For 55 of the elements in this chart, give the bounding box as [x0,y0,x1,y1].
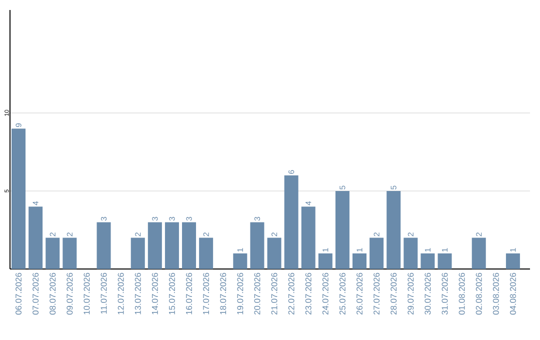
bar [46,238,60,269]
bar [472,238,486,269]
bar [62,238,77,269]
x-tick-label: 25.07.2026 [339,272,346,314]
bar [386,190,401,269]
x-tick-label: 27.07.2026 [374,272,380,314]
x-tick-label: 26.07.2026 [356,272,363,314]
bar [370,238,384,269]
x-tick-label: 31.07.2026 [442,272,448,315]
bar [438,253,452,269]
bar [233,253,248,269]
x-tick-label: 17.07.2026 [203,272,210,314]
x-tick-label: 03.08.2026 [492,272,499,315]
bar [404,238,418,269]
bar [28,206,43,269]
bar [318,253,332,269]
x-tick-label: 07.07.2026 [32,272,39,315]
x-tick-label: 06.07.2026 [16,272,22,315]
x-tick-label: 22.07.2026 [288,272,294,314]
bar [506,253,520,269]
x-tick-label: 12.07.2026 [118,272,124,314]
bar [267,238,282,269]
x-tick-label: 14.07.2026 [152,272,158,314]
bar [164,222,179,269]
bar [250,222,264,269]
x-tick-label: 15.07.2026 [168,272,175,314]
bar [352,253,367,269]
x-tick-label: 21.07.2026 [271,272,278,314]
x-tick-label: 08.07.2026 [50,272,56,315]
x-tick-label: 13.07.2026 [134,272,141,314]
x-tick-label: 16.07.2026 [186,272,192,314]
x-tick-label: 19.07.2026 [237,272,244,314]
x-tick-label: 10.07.2026 [84,272,90,314]
bar [148,222,162,269]
bar [199,238,214,269]
bar [96,222,111,269]
bar [420,253,435,269]
x-tick-label: 11.07.2026 [100,272,107,314]
x-tick-label: 29.07.2026 [408,272,414,314]
x-tick-label: 02.08.2026 [476,272,482,315]
bar [182,222,196,269]
x-tick-label: 30.07.2026 [424,272,431,315]
x-tick-label: 24.07.2026 [322,272,328,314]
bar [301,206,316,269]
x-tick-label: 20.07.2026 [254,272,260,314]
x-tick-label: 01.08.2026 [458,272,465,315]
bar [12,128,26,269]
x-tick-label: 09.07.2026 [66,272,73,315]
x-tick-label: 04.08.2026 [510,272,516,315]
x-tick-label: 18.07.2026 [220,272,226,314]
x-tick-label: 23.07.2026 [305,272,312,314]
bar [284,175,298,269]
bar [130,238,145,269]
x-tick-label: 28.07.2026 [390,272,397,314]
bar [335,190,350,269]
